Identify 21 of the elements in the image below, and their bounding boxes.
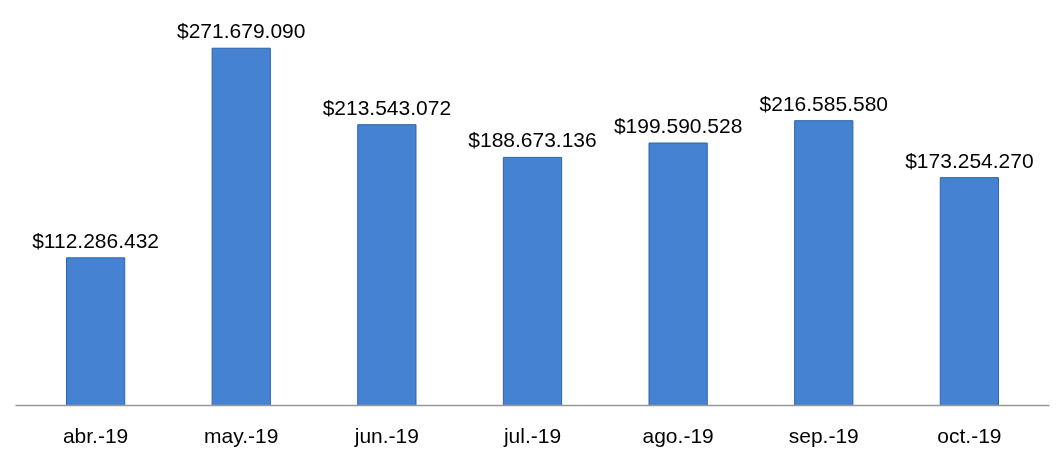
- bar: [357, 124, 417, 406]
- x-tick-label: jul.-19: [502, 423, 562, 447]
- x-tick-label: jun.-19: [353, 423, 419, 447]
- x-tick-label: oct.-19: [937, 423, 1002, 447]
- data-label: $112.286.432: [32, 228, 160, 252]
- data-label: $216.585.580: [759, 91, 889, 115]
- x-tick-label: ago.-19: [642, 423, 714, 447]
- bar: [502, 156, 563, 406]
- bar: [939, 177, 1000, 406]
- data-label: $271.679.090: [177, 19, 306, 43]
- x-tick-label: sep.-19: [788, 423, 859, 447]
- bar: [794, 120, 854, 406]
- data-label: $173.254.270: [905, 148, 1034, 172]
- x-tick-label: may.-19: [204, 423, 279, 447]
- data-label: $199.590.528: [613, 114, 743, 138]
- data-label: $213.543.072: [322, 95, 452, 119]
- bar: [65, 257, 126, 406]
- data-label: $188.673.136: [468, 128, 597, 152]
- bar: [211, 47, 271, 406]
- x-tick-label: abr.-19: [62, 423, 129, 447]
- bar: [648, 142, 708, 406]
